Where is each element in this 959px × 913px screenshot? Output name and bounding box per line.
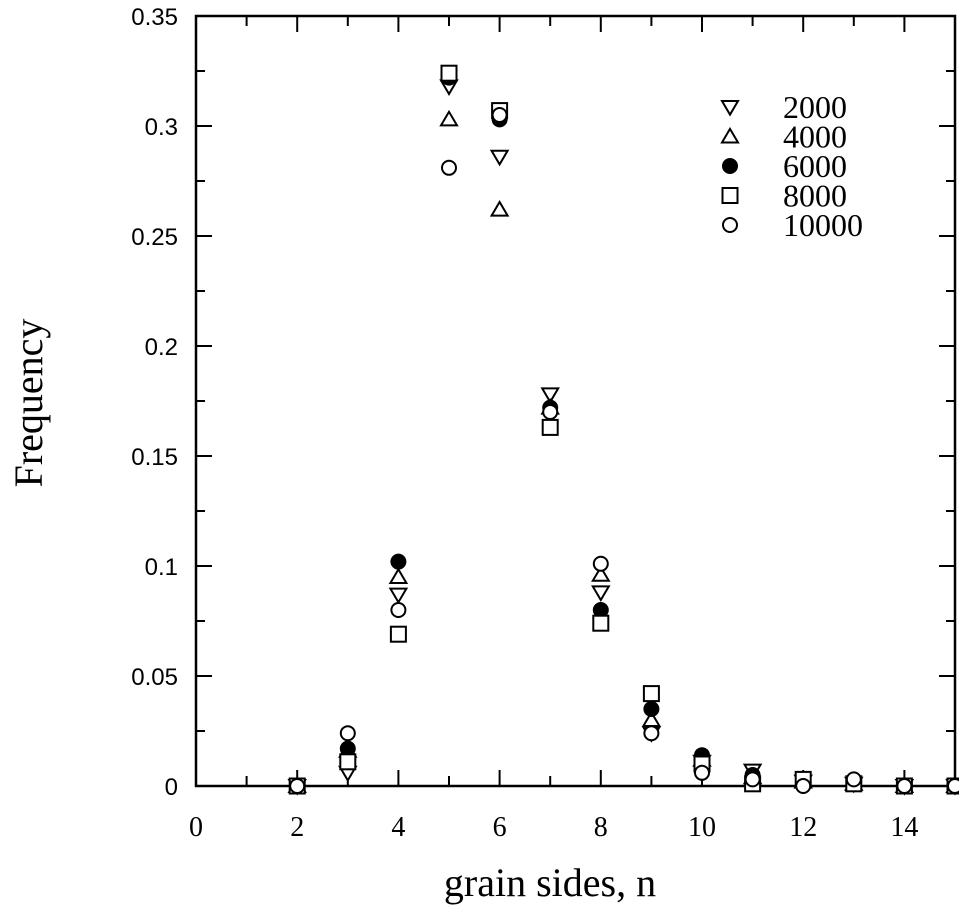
legend-marker (720, 100, 740, 117)
x-tick-label: 2 (290, 812, 304, 843)
y-tick-label: 0.2 (145, 334, 178, 361)
x-tick-label: 0 (189, 812, 203, 843)
legend-label: 2000 (783, 89, 847, 125)
legend-marker (722, 158, 738, 174)
data-point (388, 567, 409, 584)
x-tick-label: 14 (890, 812, 918, 843)
data-point (947, 778, 959, 794)
data-point (540, 387, 560, 404)
data-point (441, 159, 457, 176)
y-tick-label: 0.1 (145, 554, 178, 581)
legend-marker (720, 126, 740, 144)
x-tick-label: 6 (493, 812, 507, 843)
data-point (592, 555, 609, 572)
x-tick-label: 10 (688, 812, 716, 843)
legend-label: 6000 (783, 148, 847, 184)
data-point (592, 614, 610, 632)
legend-marker (721, 187, 739, 204)
data-point (591, 585, 611, 602)
y-tick-label: 0.35 (131, 4, 178, 31)
data-point (339, 725, 356, 742)
data-point (389, 625, 407, 643)
data-point (541, 418, 559, 436)
data-point (289, 778, 306, 794)
data-points (287, 64, 959, 796)
series-6000 (289, 69, 959, 794)
data-point (744, 771, 761, 788)
data-point (896, 778, 913, 794)
data-point (591, 565, 611, 582)
x-tick-label: 8 (594, 812, 608, 843)
data-point (390, 602, 407, 618)
data-point (795, 778, 812, 794)
data-point (643, 725, 660, 742)
x-axis-title: grain sides, n (444, 860, 656, 905)
legend-label: 10000 (783, 207, 863, 243)
series-8000 (288, 64, 959, 795)
y-axis-title: Frequency (6, 319, 51, 488)
data-point (390, 553, 407, 570)
y-tick-label: 0 (165, 774, 178, 801)
data-point (440, 64, 458, 82)
data-point (491, 107, 508, 123)
data-point (694, 764, 710, 781)
legend-label: 8000 (783, 178, 847, 214)
x-tick-label: 12 (789, 812, 817, 843)
data-point (542, 404, 559, 420)
y-axis-tick-labels: 0 0.05 0.1 0.15 0.2 0.25 0.3 0.35 (131, 4, 178, 801)
data-point (439, 109, 459, 127)
data-point (643, 701, 660, 717)
y-tick-label: 0.25 (131, 224, 178, 251)
legend-label: 4000 (783, 119, 847, 155)
x-axis-tick-labels: 0 2 4 6 8 10 12 14 (189, 812, 918, 843)
y-tick-label: 0.3 (145, 114, 178, 141)
data-point (642, 685, 660, 703)
y-tick-label: 0.05 (131, 664, 178, 691)
series-2000 (287, 79, 959, 796)
data-point (388, 587, 409, 605)
y-tick-label: 0.15 (131, 444, 178, 471)
data-point (339, 753, 357, 771)
series-10000 (289, 107, 959, 794)
legend-marker (722, 217, 738, 233)
data-point (489, 200, 510, 217)
data-point (845, 771, 862, 788)
x-tick-label: 4 (391, 812, 405, 843)
data-point (489, 149, 510, 167)
